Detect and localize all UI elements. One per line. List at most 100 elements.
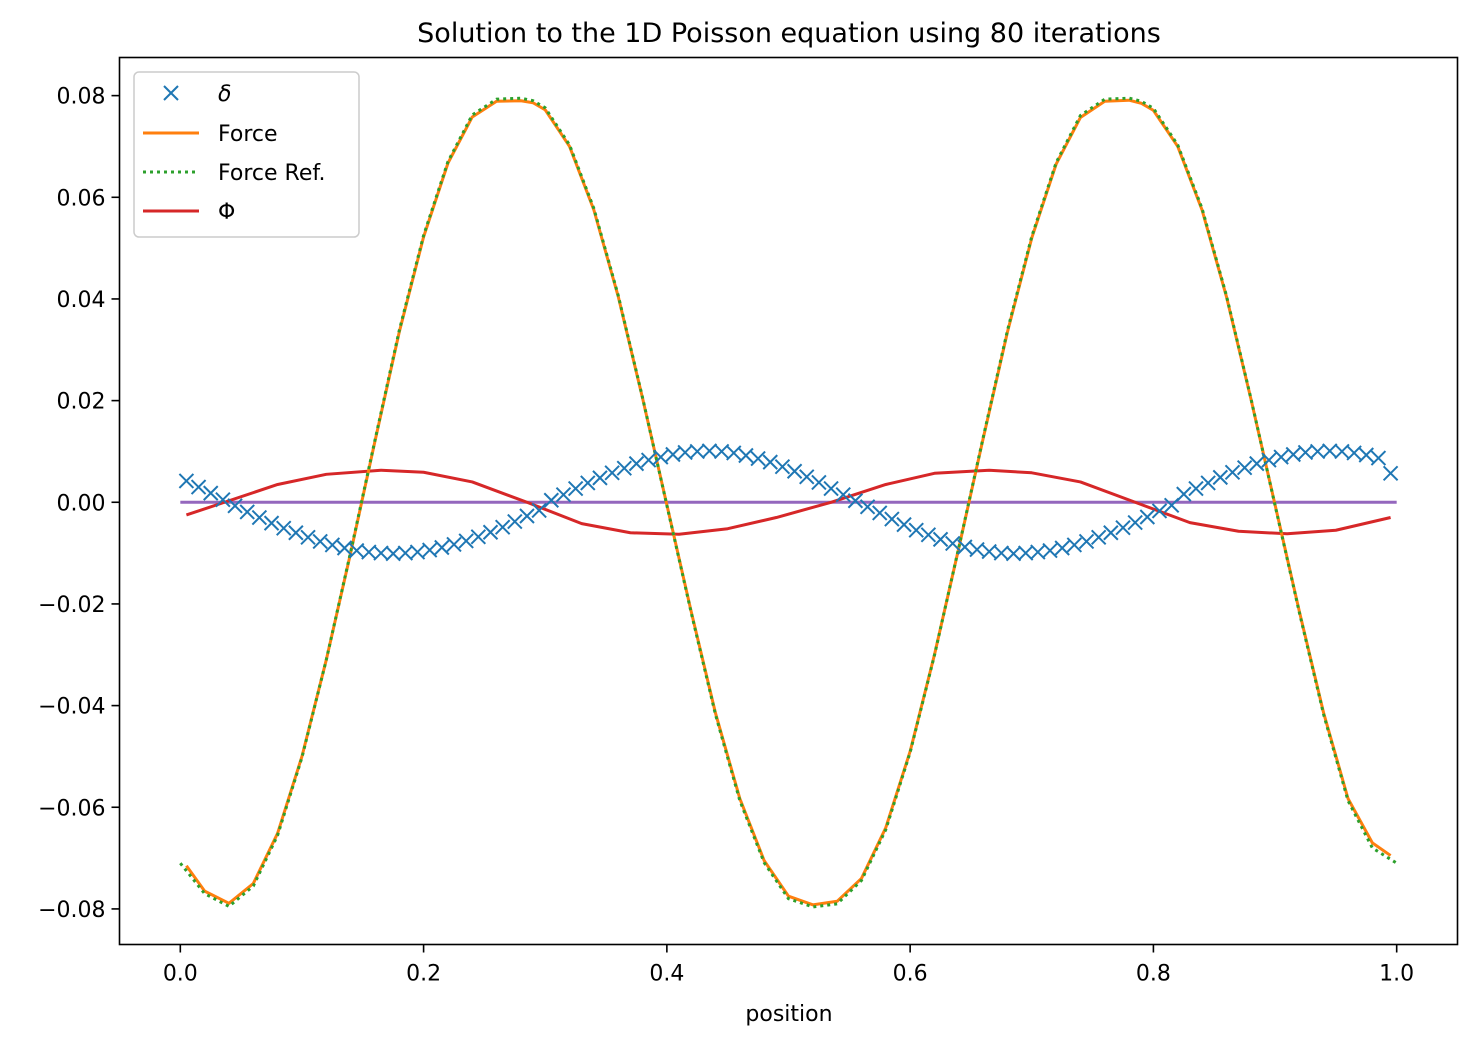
y-tick-label: 0.08 — [57, 85, 106, 110]
delta-point — [1176, 486, 1192, 502]
delta-point — [1054, 540, 1070, 556]
delta-point — [227, 498, 243, 514]
legend-label-phi: Φ — [218, 200, 235, 225]
delta-point — [616, 460, 632, 476]
x-tick-label: 0.8 — [1136, 962, 1171, 987]
delta-point — [750, 450, 766, 467]
delta-point — [519, 508, 535, 524]
delta-point — [1200, 475, 1216, 491]
delta-point — [665, 446, 681, 463]
legend-label-delta: δ — [218, 82, 231, 107]
delta-point — [409, 544, 426, 560]
x-axis: 0.0 0.2 0.4 0.6 0.8 1.0 — [163, 944, 1414, 987]
delta-point — [397, 545, 414, 561]
delta-point — [1066, 537, 1083, 553]
y-tick-label: −0.04 — [38, 695, 105, 720]
delta-point — [1370, 450, 1387, 466]
delta-point — [726, 445, 742, 461]
delta-point — [701, 443, 718, 459]
delta-point — [470, 529, 487, 545]
delta-point — [190, 479, 207, 495]
delta-point — [494, 519, 511, 535]
delta-point — [1322, 443, 1338, 459]
delta-point — [993, 545, 1010, 561]
delta-point — [1261, 452, 1277, 468]
y-tick-label: −0.06 — [38, 796, 105, 821]
x-tick-label: 0.4 — [649, 962, 684, 987]
delta-point — [908, 522, 924, 538]
y-tick-label: −0.02 — [38, 593, 105, 618]
delta-point — [1285, 446, 1301, 463]
delta-point — [738, 447, 754, 464]
delta-point — [859, 499, 876, 515]
delta-point — [373, 545, 389, 561]
delta-point — [1382, 465, 1399, 482]
delta-point — [1309, 443, 1326, 460]
delta-point — [640, 452, 657, 468]
legend-label-force-ref: Force Ref. — [218, 161, 326, 186]
series-phi-line — [185, 468, 1391, 536]
y-tick-label: 0.00 — [57, 491, 106, 516]
delta-point — [932, 531, 949, 548]
delta-point — [531, 502, 547, 519]
series-layer — [178, 96, 1399, 909]
chart-title: Solution to the 1D Poisson equation usin… — [417, 18, 1161, 49]
delta-point — [1090, 529, 1107, 546]
series-force-line — [185, 98, 1392, 907]
delta-point — [263, 515, 280, 531]
delta-point — [847, 493, 864, 509]
delta-point — [276, 520, 292, 536]
delta-point — [1127, 514, 1143, 531]
delta-point — [896, 516, 912, 533]
delta-point — [580, 475, 596, 491]
delta-point — [324, 537, 341, 553]
delta-point — [653, 449, 669, 465]
delta-point — [482, 524, 499, 540]
delta-point — [592, 470, 608, 486]
x-tick-label: 1.0 — [1379, 962, 1414, 987]
delta-point — [1212, 469, 1229, 486]
delta-point — [421, 542, 438, 558]
delta-point — [239, 504, 255, 520]
y-tick-label: −0.08 — [38, 898, 105, 923]
delta-point — [203, 485, 219, 501]
delta-point — [434, 539, 450, 556]
delta-point — [288, 525, 304, 541]
legend-box — [133, 71, 360, 238]
delta-point — [1163, 497, 1180, 514]
x-axis-label: position — [745, 1002, 832, 1027]
delta-point — [945, 535, 961, 552]
delta-point — [1188, 480, 1204, 497]
delta-point — [799, 469, 815, 485]
delta-point — [1346, 445, 1362, 461]
delta-point — [543, 492, 560, 508]
y-tick-label: 0.04 — [57, 288, 106, 313]
delta-point — [1224, 464, 1241, 480]
delta-point — [872, 505, 888, 521]
legend-marker-delta — [163, 85, 179, 101]
delta-point — [567, 480, 584, 497]
series-force-ref-line — [179, 96, 1398, 909]
delta-point — [811, 474, 827, 491]
legend: δ Force Force Ref. Φ — [133, 71, 360, 238]
y-axis: −0.08 −0.06 −0.04 −0.02 0.00 0.02 0.04 0.06 0.08 — [38, 85, 120, 923]
delta-point — [1139, 509, 1156, 525]
delta-point — [689, 443, 705, 460]
legend-label-force: Force — [218, 122, 278, 147]
delta-point — [762, 454, 778, 470]
delta-point — [884, 511, 900, 527]
delta-point — [507, 513, 523, 530]
delta-point — [1017, 545, 1034, 561]
delta-point — [361, 544, 377, 560]
delta-point — [920, 527, 937, 543]
delta-point — [1249, 455, 1265, 472]
delta-point — [604, 465, 620, 481]
delta-point — [300, 529, 316, 546]
delta-point — [1273, 449, 1289, 465]
y-tick-label: 0.02 — [57, 390, 106, 415]
delta-point — [969, 541, 985, 558]
delta-point — [251, 509, 268, 526]
delta-point — [774, 458, 791, 475]
delta-point — [1115, 519, 1131, 536]
delta-point — [1236, 459, 1253, 476]
